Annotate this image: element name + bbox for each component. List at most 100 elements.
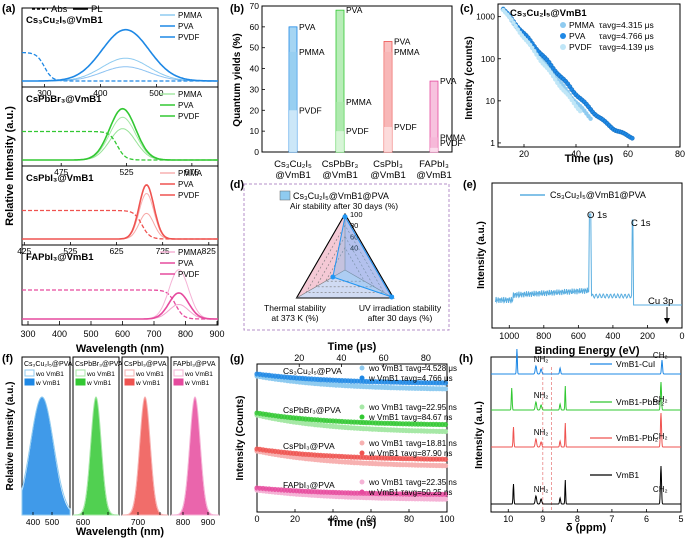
x-tick-label: 40 — [328, 514, 338, 524]
legend-label: PMMA — [178, 90, 203, 99]
x-tick-label: 20 — [290, 514, 300, 524]
legend-tau: τavg=4.139 μs — [599, 42, 654, 52]
legend-label: PVA — [178, 180, 194, 189]
x-tick-label: 0 — [679, 331, 684, 341]
top-tick-label: 40 — [336, 353, 346, 363]
group-title: FAPbI₃@PVA — [283, 480, 335, 490]
panel-h: (h)10 9 8 7 6 5δ (ppm)Intensity (a.u.)NH₂ CH₂V… — [459, 348, 684, 534]
x-tick-label: 1000 — [499, 331, 519, 341]
tick-label: 425 — [17, 246, 31, 256]
legend-label: w VmB1 — [184, 380, 210, 387]
subplot-title: Cs₃Cu₂I₅@VmB1 — [26, 15, 103, 26]
peak-label-ch2: CH₂ — [653, 432, 668, 441]
peak-label-ch2: CH₂ — [653, 485, 668, 494]
legend-label: PMMA — [178, 248, 203, 257]
data-point — [569, 97, 574, 103]
legend-tau: τavg=4.315 μs — [599, 20, 654, 30]
bar-label-pva: PVA — [440, 76, 457, 86]
spectrum-w-vmb1 — [122, 397, 168, 515]
x-tick-label: 6 — [644, 514, 649, 524]
pl-curve-pva — [22, 292, 218, 320]
plot-frame — [497, 3, 681, 148]
bar-label-pva: PVA — [394, 36, 411, 46]
data-point — [548, 70, 554, 76]
y-tick-label: 1000 — [476, 12, 495, 22]
decay-point-wo — [442, 386, 449, 392]
category-label: Cs₃Cu₂I₅ — [274, 159, 312, 170]
x-tick-label: 8 — [575, 514, 580, 524]
peak-label-c1s: C 1s — [631, 218, 651, 229]
panel-f: (f) Cs₃Cu₂I₅@PVA wo VmB1 w VmB1 CsPbBr₃@PVA w… — [2, 353, 220, 538]
bar-pmma — [289, 51, 297, 153]
radar-outline — [295, 212, 395, 299]
legend-marker — [560, 33, 566, 39]
y-axis-title: Intensity (Counts) — [235, 396, 246, 481]
spectrum-wo-vmb1 — [171, 396, 219, 516]
legend-marker-w — [359, 414, 365, 420]
legend-swatch — [75, 378, 86, 386]
peak-label-nh2: NH₂ — [534, 391, 549, 400]
legend-label: PVDF — [178, 112, 199, 121]
nmr-spectrum — [491, 465, 681, 505]
x-tick-label: 900 — [201, 517, 215, 527]
data-point — [578, 109, 583, 114]
x-axis-title: Binding Energy (eV) — [534, 345, 639, 357]
spectrum-wo-vmb1 — [122, 396, 168, 516]
legend-label: VmB1-PbI₂ — [616, 433, 658, 443]
plot-frame — [256, 363, 448, 513]
tick-label: 625 — [109, 246, 123, 256]
radar-point — [389, 294, 395, 300]
radar-grid — [305, 224, 385, 293]
bar-label-pva: PVA — [346, 5, 363, 15]
panel-c: (c) 20 40 60 80 1 10 100 1000 Time (μs) Intensity … — [460, 3, 685, 165]
category-label: @VmB1 — [416, 170, 452, 181]
legend-label: PMMA — [569, 20, 595, 30]
top-tick-label: 80 — [421, 353, 431, 363]
nmr-spectrum — [491, 412, 681, 448]
radar-spoke — [296, 269, 346, 299]
legend-marker-wo — [359, 440, 365, 446]
group-title: CsPbI₃@PVA — [283, 441, 335, 451]
legend-wo: wo VmB1 τavg=22.35 ns — [368, 478, 457, 487]
radar-tick-label: 100 — [350, 210, 363, 219]
bar-label-pmma: PMMA — [394, 47, 420, 57]
legend-label: w VmB1 — [35, 380, 61, 387]
x-tick-label: 20 — [519, 149, 529, 159]
panel-e: (e) 1000 800 600 400 200 0 Binding Energy (eV) I… — [463, 179, 685, 357]
data-point — [530, 45, 535, 51]
decay-point-w — [442, 491, 449, 497]
legend-label: PVA — [178, 259, 194, 268]
legend-swatch — [173, 369, 184, 377]
radar-sector — [296, 270, 394, 298]
tick-label: 500 — [149, 88, 163, 98]
x-tick-label: 0 — [254, 514, 259, 524]
bar-pvdf — [289, 110, 297, 152]
legend-swatch — [24, 369, 35, 377]
panel-letter-e: (e) — [463, 179, 477, 191]
subplot-title: CsPbI₃@PVA — [124, 361, 167, 368]
pl-curve-pvdf — [22, 303, 218, 320]
bar-pmma — [336, 101, 344, 152]
x-tick-label: 500 — [83, 329, 98, 339]
x-tick-label: 600 — [115, 329, 130, 339]
data-point — [513, 23, 518, 29]
legend-swatch — [24, 378, 35, 386]
x-tick-label: 800 — [536, 331, 551, 341]
subplot-title: CsPbBr₃@PVA — [75, 361, 123, 368]
abs-curve — [22, 209, 218, 240]
tick-label: 575 — [185, 167, 199, 177]
legend-marker-w — [359, 489, 365, 495]
dashed-border — [243, 183, 450, 331]
plot-frame — [261, 5, 453, 153]
subplot-title: Cs₃Cu₂I₅@PVA — [24, 361, 73, 368]
x-tick-label: 400 — [52, 329, 67, 339]
legend-w: w VmB1 τavg=87.90 ns — [368, 449, 452, 458]
top-tick-label: 60 — [379, 353, 389, 363]
radar-grid — [325, 247, 365, 282]
bar-label-pvdf: PVDF — [394, 122, 417, 132]
peak-label-o1s: O 1s — [587, 210, 607, 221]
decay-point-wo — [442, 428, 449, 435]
y-tick-label: 0 — [254, 147, 259, 157]
peak-label-nh2: NH₂ — [534, 485, 549, 494]
bar-pvdf — [384, 126, 392, 152]
